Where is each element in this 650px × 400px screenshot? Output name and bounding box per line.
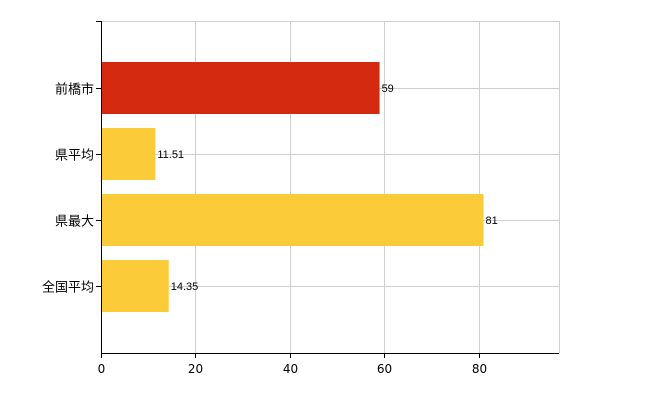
category-label: 前橋市	[55, 82, 94, 98]
bar-value-label: 14.35	[171, 281, 199, 293]
bar	[101, 62, 380, 114]
bar-value-label: 81	[485, 215, 497, 227]
bar	[101, 260, 169, 312]
x-tick-label: 60	[377, 362, 392, 376]
axes	[96, 21, 559, 358]
x-tick-label: 40	[283, 362, 298, 376]
bar-value-label: 11.51	[157, 149, 184, 161]
x-tick-label: 0	[98, 362, 106, 376]
bar	[101, 128, 156, 180]
bar	[101, 194, 484, 246]
x-tick-label: 20	[188, 362, 203, 376]
category-label: 県最大	[55, 215, 94, 230]
bar-value-label: 59	[382, 83, 394, 95]
category-label: 県平均	[55, 149, 94, 164]
category-label: 全国平均	[42, 280, 94, 296]
bars	[101, 62, 484, 312]
x-tick-label: 80	[472, 362, 487, 376]
